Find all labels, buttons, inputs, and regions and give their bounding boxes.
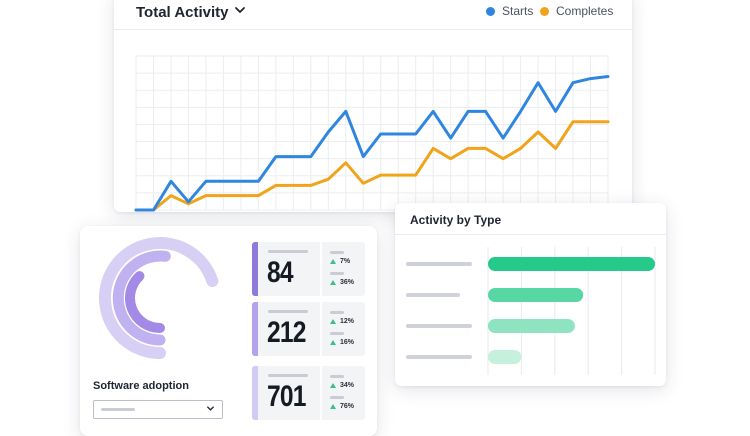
stat-placeholder-bar [330, 375, 344, 378]
adoption-gauge-chart [99, 237, 219, 359]
stat-accent-bar [252, 242, 258, 296]
legend-item-completes: Completes [540, 4, 613, 18]
activity-by-type-title: Activity by Type [410, 213, 502, 227]
gauge-arc [99, 237, 219, 359]
bar-category-placeholder [406, 293, 460, 297]
up-arrow-icon [330, 319, 336, 324]
stat-delta: 7% [330, 258, 350, 265]
stat-placeholder-bar [330, 251, 344, 254]
chevron-down-icon[interactable] [234, 5, 246, 15]
legend-dot-icon [540, 6, 549, 16]
stat-separator [320, 366, 322, 420]
up-arrow-icon [330, 340, 336, 345]
series-line-starts [134, 75, 610, 212]
total-activity-card: Total Activity Starts Completes [114, 0, 632, 212]
legend-item-starts: Starts [486, 4, 533, 18]
stat-delta: 34% [330, 382, 354, 389]
stat-placeholder-bar [330, 332, 344, 335]
bar [488, 319, 575, 333]
up-arrow-icon [330, 280, 336, 285]
bar-category-placeholder [406, 355, 472, 359]
legend-dot-icon [486, 6, 495, 16]
stat-delta: 12% [330, 318, 354, 325]
stat-placeholder-bar [330, 396, 344, 399]
stat-value: 701 [267, 380, 306, 413]
stat-tile: 701 34% 76% [252, 366, 365, 420]
up-arrow-icon [330, 404, 336, 409]
stat-tile: 212 12% 16% [252, 302, 365, 356]
stat-delta: 36% [330, 279, 354, 286]
bar [488, 350, 522, 364]
stat-placeholder-bar [268, 310, 308, 313]
stat-delta: 76% [330, 403, 354, 410]
stat-accent-bar [252, 302, 258, 356]
total-activity-title: Total Activity [136, 4, 229, 21]
total-activity-line-chart [134, 55, 610, 212]
software-adoption-label: Software adoption [93, 380, 189, 392]
adoption-dropdown[interactable] [93, 400, 223, 419]
gauge-arc [125, 271, 165, 333]
stat-separator [320, 242, 322, 296]
activity-by-type-bar-chart [406, 247, 656, 375]
up-arrow-icon [330, 259, 336, 264]
stat-tile: 84 7% 36% [252, 242, 365, 296]
stat-placeholder-bar [268, 374, 308, 377]
up-arrow-icon [330, 383, 336, 388]
software-adoption-card: Software adoption 84 7% 36% 212 12% 16% … [80, 226, 377, 436]
stat-placeholder-bar [330, 311, 344, 314]
stat-placeholder-bar [330, 272, 344, 275]
card-divider [114, 29, 632, 30]
gauge-arc [112, 250, 171, 346]
bar-category-placeholder [406, 324, 472, 328]
legend-label: Completes [556, 4, 614, 18]
stat-value: 84 [267, 256, 294, 289]
stat-separator [320, 302, 322, 356]
card-divider [395, 234, 666, 235]
activity-by-type-card: Activity by Type [395, 203, 666, 386]
stat-accent-bar [252, 366, 258, 420]
bar [488, 288, 584, 302]
series-line-completes [134, 120, 610, 212]
stat-value: 212 [267, 316, 306, 349]
bar-category-placeholder [406, 262, 472, 266]
dropdown-placeholder-bar [101, 408, 135, 411]
stat-placeholder-bar [268, 250, 308, 253]
legend-label: Starts [502, 4, 534, 18]
bar [488, 257, 655, 271]
stat-delta: 16% [330, 339, 354, 346]
chevron-down-icon [207, 406, 214, 411]
